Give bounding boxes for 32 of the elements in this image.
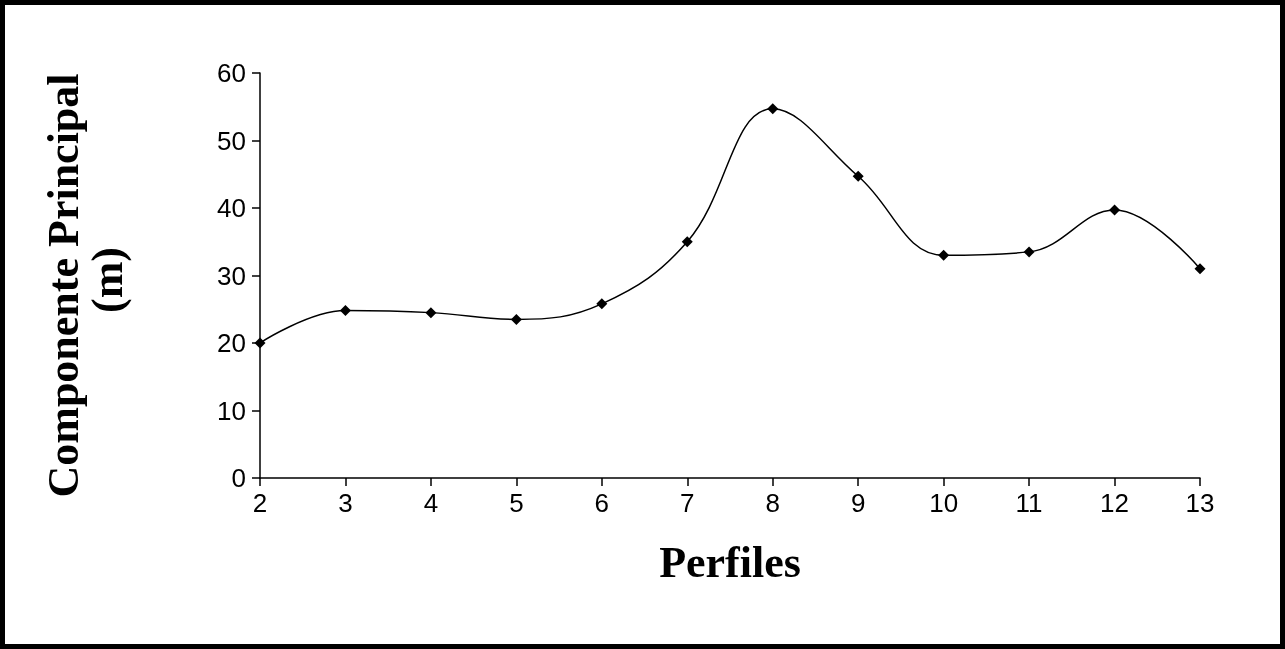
x-tick-label: 6 (594, 488, 610, 518)
x-tick-label: 3 (338, 488, 353, 518)
x-tick-label: 7 (680, 488, 695, 518)
x-tick-label: 2 (252, 488, 268, 518)
x-tick-label: 9 (850, 488, 866, 518)
point (1194, 263, 1206, 275)
y-tick-label: 50 (217, 125, 246, 156)
y-tick-label: 20 (217, 328, 246, 358)
x-tick-label: 13 (1185, 488, 1215, 518)
y-tick-label: 30 (217, 260, 246, 291)
y-tick-label: 10 (217, 395, 246, 426)
point (767, 103, 779, 115)
point (1023, 246, 1035, 258)
point (681, 236, 693, 248)
point (852, 170, 864, 182)
point (1109, 204, 1121, 216)
point (339, 305, 351, 317)
x-tick-label: 5 (509, 488, 524, 518)
x-tick-label: 12 (1100, 488, 1130, 518)
x-tick-label: 10 (929, 488, 959, 518)
x-tick-label: 11 (1015, 488, 1043, 518)
x-tick-label: 4 (423, 488, 439, 518)
y-axis-title: Componente Principal (m) (38, 62, 132, 498)
y-tick-label: 40 (217, 193, 246, 223)
point (596, 298, 608, 310)
x-tick-label: 8 (765, 488, 780, 518)
point (510, 313, 522, 325)
y-tick-label: 0 (231, 463, 246, 493)
y-tick-label: 60 (217, 58, 246, 88)
point (425, 307, 437, 319)
point (938, 249, 950, 261)
x-axis-title: Perfiles (659, 537, 801, 587)
